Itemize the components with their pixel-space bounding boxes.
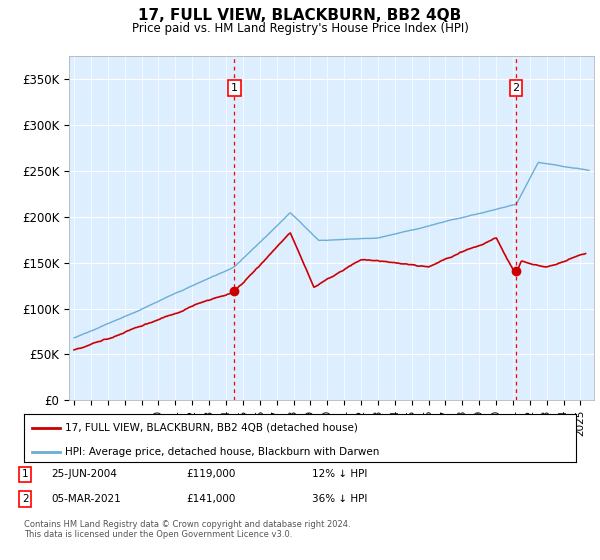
Text: HPI: Average price, detached house, Blackburn with Darwen: HPI: Average price, detached house, Blac…: [65, 446, 380, 456]
Text: 25-JUN-2004: 25-JUN-2004: [51, 469, 117, 479]
Text: 2: 2: [22, 494, 29, 504]
Text: 17, FULL VIEW, BLACKBURN, BB2 4QB (detached house): 17, FULL VIEW, BLACKBURN, BB2 4QB (detac…: [65, 423, 358, 433]
Text: £141,000: £141,000: [186, 494, 235, 504]
Text: 2: 2: [512, 83, 520, 93]
Text: £119,000: £119,000: [186, 469, 235, 479]
Text: 36% ↓ HPI: 36% ↓ HPI: [312, 494, 367, 504]
Text: 1: 1: [22, 469, 29, 479]
Text: 12% ↓ HPI: 12% ↓ HPI: [312, 469, 367, 479]
Text: 17, FULL VIEW, BLACKBURN, BB2 4QB: 17, FULL VIEW, BLACKBURN, BB2 4QB: [139, 8, 461, 24]
Text: 1: 1: [231, 83, 238, 93]
Text: Price paid vs. HM Land Registry's House Price Index (HPI): Price paid vs. HM Land Registry's House …: [131, 22, 469, 35]
Text: 05-MAR-2021: 05-MAR-2021: [51, 494, 121, 504]
Text: Contains HM Land Registry data © Crown copyright and database right 2024.
This d: Contains HM Land Registry data © Crown c…: [24, 520, 350, 539]
